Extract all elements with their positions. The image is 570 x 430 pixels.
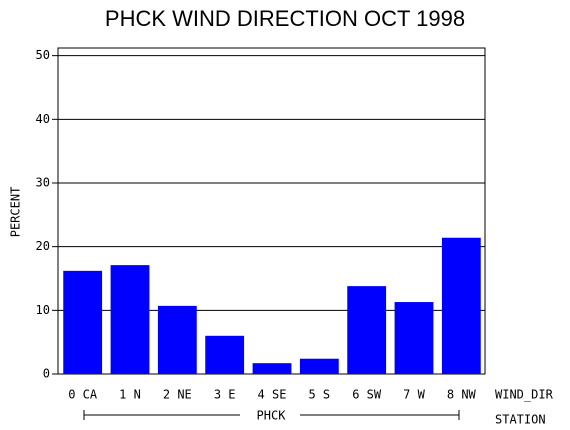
bar: [441, 237, 481, 374]
bar: [394, 302, 434, 374]
bar: [347, 286, 387, 374]
bar: [157, 305, 197, 374]
x-tick-label: 5 S: [308, 388, 330, 402]
group-label: PHCK: [257, 409, 287, 423]
y-tick-label: 40: [36, 112, 50, 126]
x-tick-label: 7 W: [403, 388, 425, 402]
y-tick-label: 20: [36, 239, 50, 253]
x-tick-label: 8 NW: [447, 388, 477, 402]
x-tick-label: 2 NE: [163, 388, 192, 402]
x-tick-label: 0 CA: [68, 388, 98, 402]
x-axis-label: WIND_DIR: [495, 388, 554, 402]
x-tick-label: 6 SW: [352, 388, 382, 402]
y-tick-label: 10: [36, 303, 50, 317]
bar: [252, 363, 292, 374]
y-tick-label: 50: [36, 48, 50, 62]
chart-title: PHCK WIND DIRECTION OCT 1998: [105, 6, 465, 31]
bar: [110, 265, 150, 374]
group-axis-label: STATION: [495, 413, 546, 427]
y-tick-label: 30: [36, 175, 50, 189]
x-tick-label: 1 N: [119, 388, 141, 402]
y-axis-label: PERCENT: [9, 187, 23, 238]
bar: [299, 358, 339, 374]
bar: [63, 270, 103, 374]
x-tick-label: 3 E: [214, 388, 236, 402]
bar: [205, 335, 245, 374]
x-tick-label: 4 SE: [258, 388, 287, 402]
y-tick-label: 0: [43, 367, 50, 381]
